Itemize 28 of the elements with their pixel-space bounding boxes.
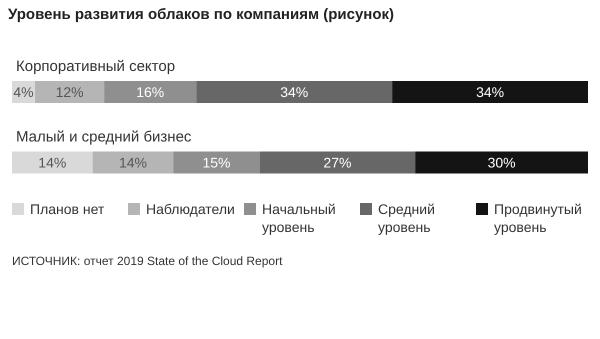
chart-title: Уровень развития облаков по компаниям (рисунок) xyxy=(8,6,396,23)
text: ИСТОЧНИК: отчет 2019 State of the Cloud Report xyxy=(12,254,284,268)
legend-label: Средний уровень xyxy=(378,200,436,236)
bar xyxy=(196,81,392,103)
data-label: 15% xyxy=(202,154,230,170)
legend-label: Наблюдатели xyxy=(146,200,235,218)
bar xyxy=(104,81,196,103)
data-label: 14% xyxy=(118,154,147,170)
bar xyxy=(35,81,104,103)
y-tick-label: Корпоративный сектор xyxy=(16,58,176,75)
bar xyxy=(392,81,588,103)
data-label: 34% xyxy=(476,84,504,100)
bar xyxy=(173,152,260,174)
data-label: 4% xyxy=(13,84,34,100)
legend-label: Начальный уровень xyxy=(262,200,337,236)
bar xyxy=(92,152,174,174)
data-label: 12% xyxy=(56,84,84,100)
data-label: 27% xyxy=(323,154,352,170)
bar xyxy=(12,152,93,174)
data-label: 30% xyxy=(488,154,516,170)
legend-label: Продвинутый уровень xyxy=(494,200,582,236)
data-label: 16% xyxy=(136,84,164,100)
legend-label: Планов нет xyxy=(30,200,106,218)
data-label: 34% xyxy=(280,84,308,100)
y-tick-label: Малый и средний бизнес xyxy=(16,128,192,146)
bar xyxy=(260,152,416,174)
data-label: 14% xyxy=(38,154,66,170)
bar xyxy=(415,152,588,174)
